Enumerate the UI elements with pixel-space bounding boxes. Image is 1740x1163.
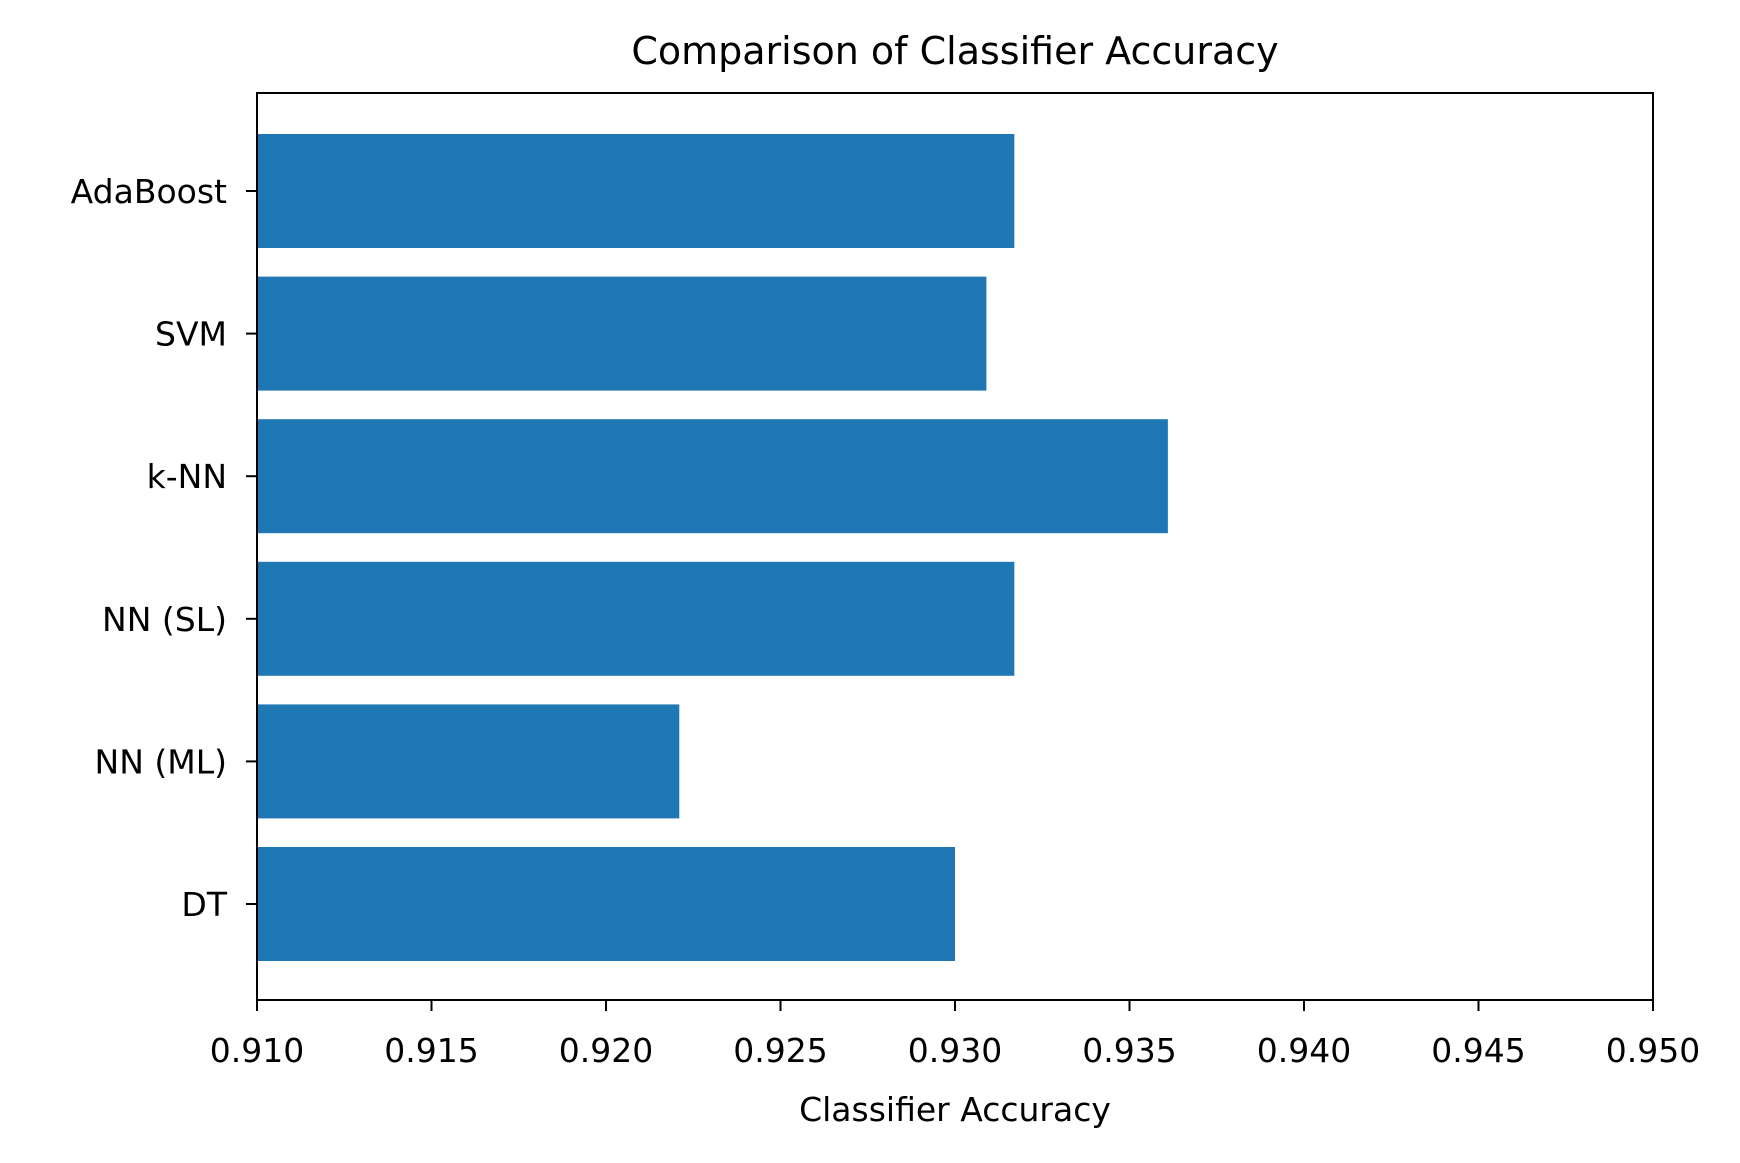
x-axis-label: Classifier Accuracy [799, 1090, 1111, 1129]
x-tick-label: 0.925 [733, 1031, 827, 1070]
x-axis: 0.910 0.915 0.920 0.925 0.930 0.935 0.940 0.945… [210, 1000, 1700, 1070]
bar-svm [257, 276, 987, 391]
x-tick-label: 0.910 [210, 1031, 304, 1070]
y-tick-label: AdaBoost [71, 172, 227, 211]
x-tick-label: 0.915 [384, 1031, 478, 1070]
x-tick-label: 0.940 [1257, 1031, 1351, 1070]
y-tick-label: DT [181, 885, 227, 924]
plot-frame [256, 92, 1654, 1001]
x-tick-label: 0.920 [559, 1031, 653, 1070]
bar-k-nn [257, 419, 1168, 534]
x-tick-label: 0.935 [1082, 1031, 1176, 1070]
y-tick-label: SVM [155, 315, 227, 354]
x-tick-label: 0.950 [1606, 1031, 1700, 1070]
x-tick-label: 0.945 [1431, 1031, 1525, 1070]
bar-dt [257, 847, 955, 961]
bar-adaboost [257, 134, 1015, 248]
y-tick-label: k-NN [147, 457, 227, 496]
y-tick-label: NN (ML) [95, 742, 227, 781]
bar-nn-sl [257, 561, 1015, 676]
bar-nn-ml [257, 704, 680, 819]
x-tick-label: 0.930 [908, 1031, 1002, 1070]
bars-layer [257, 134, 1168, 961]
y-axis: DT NN (ML) NN (SL) k-NN SVM AdaBoost [71, 172, 257, 924]
y-tick-label: NN (SL) [102, 600, 227, 639]
chart-title: Comparison of Classifier Accuracy [631, 29, 1278, 73]
